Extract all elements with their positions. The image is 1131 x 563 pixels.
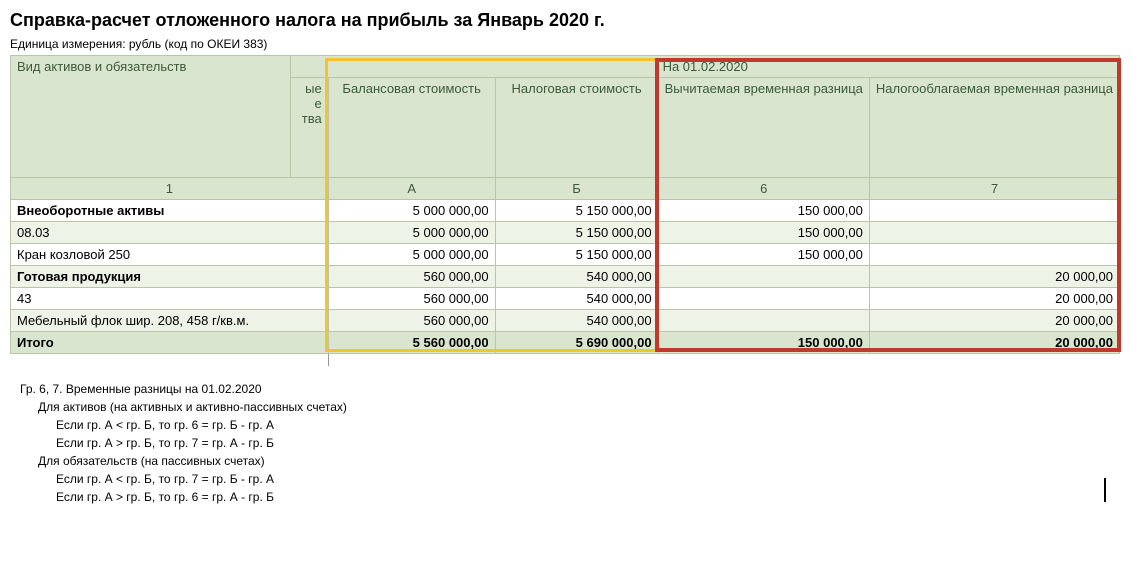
table-wrapper: Вид активов и обязательств На 01.02.2020… bbox=[10, 55, 1120, 354]
note-line: Для активов (на активных и активно-пасси… bbox=[38, 398, 1121, 416]
row-total-a: 5 560 000,00 bbox=[328, 332, 495, 354]
cell-b: 540 000,00 bbox=[495, 266, 658, 288]
cell-c6: 150 000,00 bbox=[658, 222, 869, 244]
cell-a: 5 000 000,00 bbox=[328, 200, 495, 222]
note-line: Если гр. А < гр. Б, то гр. 6 = гр. Б - г… bbox=[56, 416, 1121, 434]
cell-c6: 150 000,00 bbox=[658, 244, 869, 266]
row-total-b: 5 690 000,00 bbox=[495, 332, 658, 354]
cell-c6: 150 000,00 bbox=[658, 200, 869, 222]
cell-c7 bbox=[869, 222, 1119, 244]
row-total-label: Итого bbox=[11, 332, 329, 354]
hdr-col-6: Вычитаемая временная разница bbox=[658, 78, 869, 178]
table-row: 43560 000,00540 000,00 20 000,00 bbox=[11, 288, 1120, 310]
cell-b: 5 150 000,00 bbox=[495, 222, 658, 244]
note-line: Для обязательств (на пассивных счетах) bbox=[38, 452, 1121, 470]
cell-c7: 20 000,00 bbox=[869, 266, 1119, 288]
row-label: Мебельный флок шир. 208, 458 г/кв.м. bbox=[11, 310, 329, 332]
report-body: Внеоборотные активы5 000 000,005 150 000… bbox=[11, 200, 1120, 354]
cell-b: 540 000,00 bbox=[495, 288, 658, 310]
hdr-col-b: Налоговая стоимость bbox=[495, 78, 658, 178]
hdr-date: На 01.02.2020 bbox=[291, 56, 1120, 78]
cell-c7: 20 000,00 bbox=[869, 288, 1119, 310]
table-row: Готовая продукция560 000,00540 000,00 20 … bbox=[11, 266, 1120, 288]
table-row: Кран козловой 2505 000 000,005 150 000,0… bbox=[11, 244, 1120, 266]
postliner-vline bbox=[328, 354, 329, 366]
table-row: 08.035 000 000,005 150 000,00150 000,00 bbox=[11, 222, 1120, 244]
cell-a: 5 000 000,00 bbox=[328, 222, 495, 244]
cell-c6 bbox=[658, 288, 869, 310]
cell-b: 5 150 000,00 bbox=[495, 200, 658, 222]
header-date-row: Вид активов и обязательств На 01.02.2020 bbox=[11, 56, 1120, 78]
row-label: 43 bbox=[11, 288, 329, 310]
col-letter-6: 6 bbox=[658, 178, 869, 200]
cell-c7 bbox=[869, 200, 1119, 222]
cell-a: 560 000,00 bbox=[328, 288, 495, 310]
row-total-c7: 20 000,00 bbox=[869, 332, 1119, 354]
cell-b: 540 000,00 bbox=[495, 310, 658, 332]
row-label: Кран козловой 250 bbox=[11, 244, 329, 266]
page-title: Справка-расчет отложенного налога на при… bbox=[10, 10, 1121, 31]
row-label: 08.03 bbox=[11, 222, 329, 244]
cell-a: 560 000,00 bbox=[328, 310, 495, 332]
cell-c6 bbox=[658, 310, 869, 332]
note-line: Если гр. А < гр. Б, то гр. 7 = гр. Б - г… bbox=[56, 470, 1121, 488]
row-label: Внеоборотные активы bbox=[11, 200, 329, 222]
report-table: Вид активов и обязательств На 01.02.2020… bbox=[10, 55, 1120, 354]
note-line: Если гр. А > гр. Б, то гр. 6 = гр. А - г… bbox=[56, 488, 1121, 506]
cell-b: 5 150 000,00 bbox=[495, 244, 658, 266]
note-line: Если гр. А > гр. Б, то гр. 7 = гр. А - г… bbox=[56, 434, 1121, 452]
hdr-assets-liab: Вид активов и обязательств bbox=[11, 56, 291, 178]
notes-section: Гр. 6, 7. Временные разницы на 01.02.202… bbox=[10, 380, 1121, 506]
hdr-frag: ые е тва bbox=[291, 78, 328, 178]
cell-a: 560 000,00 bbox=[328, 266, 495, 288]
unit-line: Единица измерения: рубль (код по ОКЕИ 38… bbox=[10, 37, 1121, 51]
header-letters-row: 1 А Б 6 7 bbox=[11, 178, 1120, 200]
col-letter-b: Б bbox=[495, 178, 658, 200]
row-total: Итого5 560 000,005 690 000,00150 000,002… bbox=[11, 332, 1120, 354]
col-letter-a: А bbox=[328, 178, 495, 200]
row-total-c6: 150 000,00 bbox=[658, 332, 869, 354]
table-row: Мебельный флок шир. 208, 458 г/кв.м.560 … bbox=[11, 310, 1120, 332]
col-letter-7: 7 bbox=[869, 178, 1119, 200]
postliner bbox=[10, 354, 1121, 366]
table-row: Внеоборотные активы5 000 000,005 150 000… bbox=[11, 200, 1120, 222]
col-letter-1: 1 bbox=[11, 178, 329, 200]
cell-c6 bbox=[658, 266, 869, 288]
note-line: Гр. 6, 7. Временные разницы на 01.02.202… bbox=[20, 380, 1121, 398]
row-label: Готовая продукция bbox=[11, 266, 329, 288]
hdr-col-7: Налогооблагаемая временная разница bbox=[869, 78, 1119, 178]
cell-c7 bbox=[869, 244, 1119, 266]
text-cursor bbox=[1104, 478, 1106, 502]
cell-a: 5 000 000,00 bbox=[328, 244, 495, 266]
cell-c7: 20 000,00 bbox=[869, 310, 1119, 332]
hdr-col-a: Балансовая стоимость bbox=[328, 78, 495, 178]
